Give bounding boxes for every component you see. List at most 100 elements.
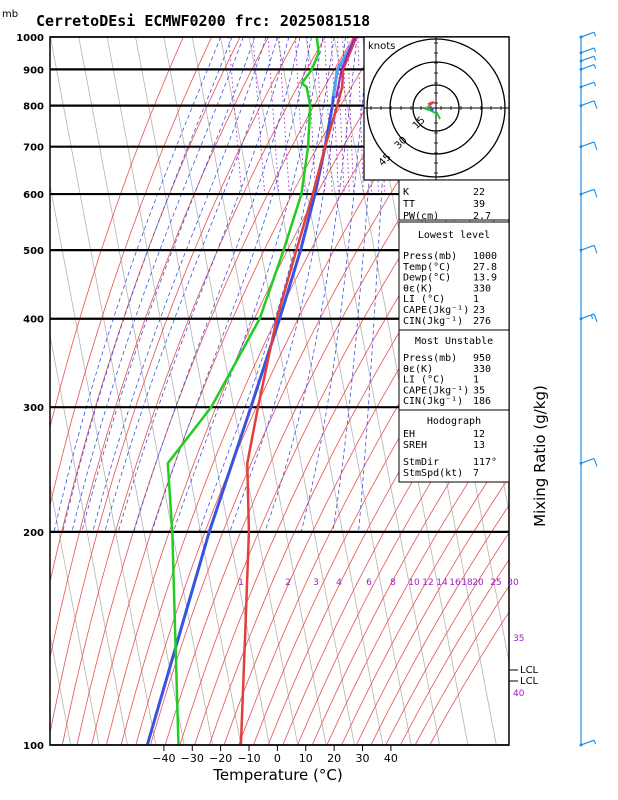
wind-barb-flag bbox=[590, 314, 594, 320]
dewpoint-curve bbox=[166, 37, 320, 745]
isotherm bbox=[50, 37, 185, 745]
hodograph-index-value: 13 bbox=[473, 440, 485, 451]
lowest-level-value: 13.9 bbox=[473, 273, 497, 284]
isotherm bbox=[0, 37, 14, 745]
isotherm bbox=[191, 37, 327, 745]
most-unstable-label: CIN(Jkg⁻¹) bbox=[403, 396, 463, 407]
mixing-ratio-label: 18 bbox=[461, 578, 473, 588]
x-tick-label: 10 bbox=[299, 752, 313, 765]
virtual-temperature-segment bbox=[335, 37, 356, 99]
isotherm bbox=[50, 483, 100, 745]
isotherm bbox=[50, 333, 128, 745]
wind-barb-flag bbox=[593, 189, 598, 198]
mixing-ratio-label: 14 bbox=[436, 578, 448, 588]
mixing-ratio-label: 10 bbox=[408, 578, 420, 588]
lowest-level-value: 1 bbox=[473, 294, 479, 305]
moist-adiabat bbox=[264, 37, 358, 533]
chart-title: CerretoDEsi ECMWF0200 frc: 2025081518 bbox=[36, 12, 370, 30]
index-label: K bbox=[403, 187, 409, 198]
dry-adiabat bbox=[61, 37, 326, 745]
mixing-ratio-label: 3 bbox=[313, 578, 319, 588]
lowest-level-label: Dewp(°C) bbox=[403, 273, 451, 284]
most-unstable-label: CAPE(Jkg⁻¹) bbox=[403, 385, 469, 396]
hodograph-ring bbox=[389, 61, 483, 155]
mixing-ratio-line bbox=[294, 37, 306, 195]
hodograph-trace-high bbox=[427, 101, 435, 106]
dry-adiabat bbox=[253, 265, 509, 745]
lowest-level-label: Press(mb) bbox=[403, 251, 457, 262]
hodograph-index-label: SREH bbox=[403, 440, 427, 451]
hodograph-indices-box bbox=[398, 409, 510, 483]
most-unstable-label: Press(mb) bbox=[403, 353, 457, 364]
index-value: 2.7 bbox=[473, 211, 491, 222]
most-unstable-label: θε(K) bbox=[403, 364, 433, 375]
mixing-ratio-line bbox=[267, 37, 280, 195]
dry-adiabat bbox=[179, 93, 509, 745]
hodograph-ring bbox=[412, 84, 460, 132]
hodograph-trace-low bbox=[424, 104, 441, 120]
hodograph-index-label: EH bbox=[403, 429, 415, 440]
pressure-tick-label: 400 bbox=[23, 315, 44, 326]
dry-adiabat bbox=[50, 37, 213, 507]
wind-barb-flag bbox=[593, 56, 597, 61]
x-axis-label: Temperature (°C) bbox=[212, 766, 342, 784]
most-unstable-label: LI (°C) bbox=[403, 375, 445, 386]
mixing-ratio-axis-label: Mixing Ratio (g/kg) bbox=[531, 385, 549, 527]
index-value: 39 bbox=[473, 199, 485, 210]
pressure-tick-label: 700 bbox=[23, 143, 44, 154]
mixing-ratio-label: 30 bbox=[507, 578, 519, 588]
wind-barb-column bbox=[579, 31, 598, 747]
moist-adiabat bbox=[104, 37, 278, 533]
lowest-level-value: 23 bbox=[473, 305, 485, 316]
moist-adiabat-lines bbox=[53, 37, 392, 533]
mixing-ratio-label: 12 bbox=[422, 578, 433, 588]
lowest-level-box bbox=[398, 221, 510, 331]
pressure-unit: mb bbox=[2, 9, 18, 20]
wind-barb-flag bbox=[593, 47, 597, 53]
axes: 1 2 3 4 6 8 10 12 14 16 18 20 25 30354010020030040050… bbox=[16, 33, 538, 765]
most-unstable-box bbox=[398, 329, 510, 411]
lcl-label: LCL bbox=[520, 676, 539, 687]
moist-adiabat bbox=[81, 37, 256, 533]
hodograph-index-value: 117° bbox=[473, 457, 497, 468]
dry-adiabat bbox=[50, 37, 241, 584]
wind-barb-staff bbox=[580, 141, 595, 148]
wind-barb-flag bbox=[593, 64, 597, 69]
lowest-level-value: 276 bbox=[473, 316, 491, 327]
wind-barb-staff bbox=[580, 100, 595, 107]
lowest-level-value: 27.8 bbox=[473, 262, 497, 273]
wind-barb-flag bbox=[593, 100, 598, 110]
hodograph-index-label: StmDir bbox=[403, 457, 439, 468]
dry-adiabat bbox=[194, 129, 509, 745]
mixing-ratio-label: 1 bbox=[238, 578, 244, 588]
mixing-ratio-label: 8 bbox=[390, 578, 396, 588]
hodograph-index-label: StmSpd(kt) bbox=[403, 468, 463, 479]
most-unstable-value: 186 bbox=[473, 396, 491, 407]
pressure-tick-label: 800 bbox=[23, 102, 44, 113]
lowest-level-value: 330 bbox=[473, 283, 491, 294]
moist-adiabat bbox=[198, 37, 335, 533]
x-tick-label: 40 bbox=[384, 752, 398, 765]
pressure-tick-label: 500 bbox=[23, 246, 44, 257]
most-unstable-value: 1 bbox=[473, 375, 479, 386]
pressure-tick-label: 100 bbox=[23, 741, 44, 752]
wind-barb-staff bbox=[580, 244, 595, 251]
wind-barb-staff bbox=[580, 47, 595, 54]
hodograph-index-value: 7 bbox=[473, 468, 479, 479]
hodograph-indices-header: Hodograph bbox=[427, 416, 481, 427]
x-tick-label: 30 bbox=[356, 752, 370, 765]
isotherm bbox=[248, 37, 384, 745]
lowest-level-value: 1000 bbox=[473, 251, 497, 262]
most-unstable-value: 330 bbox=[473, 364, 491, 375]
x-tick-label: −10 bbox=[237, 752, 260, 765]
dry-adiabat bbox=[238, 232, 509, 745]
isotherm bbox=[220, 37, 355, 745]
temperature-curve bbox=[239, 37, 358, 745]
wind-barb-staff bbox=[580, 81, 595, 88]
most-unstable-value: 950 bbox=[473, 353, 491, 364]
isotherm bbox=[163, 37, 299, 745]
pressure-tick-label: 1000 bbox=[16, 33, 44, 44]
dry-adiabat bbox=[50, 37, 184, 429]
wind-barb-staff bbox=[580, 313, 595, 320]
